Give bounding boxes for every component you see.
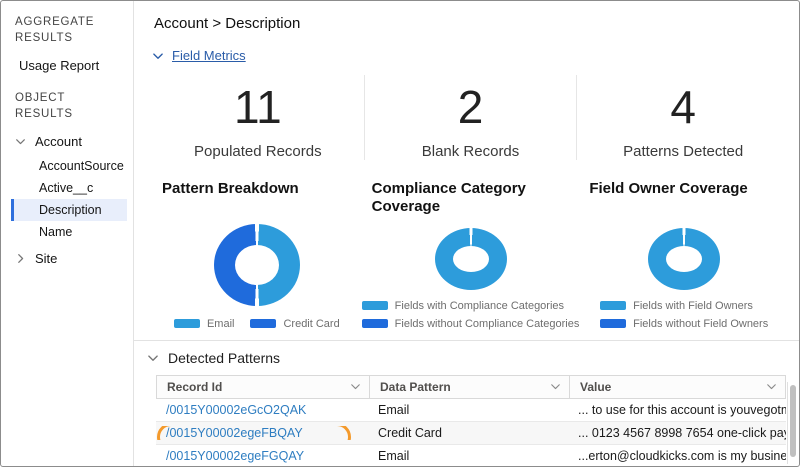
legend-swatch-dark-blue [361,319,388,329]
legend-label: Fields without Compliance Categories [394,317,580,330]
legend-item-without-compliance: Fields without Compliance Categories [361,317,580,330]
legend-swatch-light-blue [600,301,627,311]
cell-value: ...erton@cloudkicks.com is my business a… [578,448,786,463]
donut-chart-field-owner-coverage [648,227,721,290]
donut-chart-pattern-breakdown [213,223,300,306]
aggregate-results-header: AGGREGATE RESULTS [15,16,95,44]
column-label: Data Pattern [380,379,451,394]
chevron-down-icon[interactable] [550,381,561,392]
tree-node-account[interactable]: Account [15,134,127,149]
object-results-header: OBJECT RESULTS [15,92,73,120]
chart-legend: Fields with Field Owners Fields without … [600,300,768,330]
table-scrollbar-track[interactable] [787,382,797,464]
charts-row: Pattern Breakdown Email Credit Card Comp… [152,180,789,330]
tree-leaf-name[interactable]: Name [39,225,73,240]
chevron-down-icon[interactable] [350,381,361,392]
legend-label: Fields with Field Owners [633,299,753,312]
detected-patterns-label: Detected Patterns [168,349,281,366]
account-children: AccountSource Active__c Description Name [11,155,127,243]
cell-data-pattern: Email [378,402,410,417]
chart-legend: Email Credit Card [152,318,362,330]
metric-blank-records: 2 Blank Records [363,75,577,160]
metric-value: 4 [670,81,696,133]
legend-item-email: Email [173,317,235,330]
chart-title: Compliance Category Coverage [371,179,526,215]
chevron-down-icon [15,136,26,147]
metric-value: 2 [457,81,484,133]
table-row: /0015Y00002eGcO2QAK Email ... to use for… [156,399,786,422]
table-row: /0015Y00002egeFGQAY Email ...erton@cloud… [156,445,786,466]
chart-title: Pattern Breakdown [162,179,299,197]
sidebar: AGGREGATE RESULTS Usage Report OBJECT RE… [1,1,134,466]
tree-node-label: Account [35,134,82,150]
chart-compliance-coverage: Compliance Category Coverage Fields with… [361,179,580,330]
chevron-right-icon [15,253,26,264]
metric-populated-records: 11 Populated Records [152,75,364,160]
metric-patterns-detected: 4 Patterns Detected [576,75,789,160]
table-row-highlighted: /0015Y00002egeFBQAY Credit Card ... 0123… [156,421,786,445]
detected-patterns-table: Record Id Data Pattern Value [156,374,786,466]
tree-node-site[interactable]: Site [15,251,127,266]
chevron-down-icon[interactable] [766,381,777,392]
metric-label: Blank Records [421,142,520,160]
legend-swatch-dark-blue [600,319,627,329]
detected-patterns-toggle[interactable]: Detected Patterns [147,350,799,366]
legend-item-without-owners: Fields without Field Owners [600,318,768,330]
cell-value: ... to use for this account is youvegotm… [578,402,786,417]
field-metrics-toggle[interactable]: Field Metrics [152,48,799,63]
section-divider [134,339,799,341]
tree-leaf-description-selected[interactable]: Description [11,199,127,222]
column-header-value[interactable]: Value [569,375,785,398]
table-scrollbar-thumb[interactable] [790,385,796,457]
cell-data-pattern: Email [378,448,410,463]
cell-record-id: /0015Y00002egeFBQAY [156,425,368,440]
tree-node-label: Site [35,251,58,267]
metric-tiles: 11 Populated Records 2 Blank Records 4 P… [152,75,789,160]
field-metrics-link[interactable]: Field Metrics [172,48,246,63]
cell-record-id: /0015Y00002eGcO2QAK [156,403,368,417]
cell-data-pattern: Credit Card [378,425,442,440]
tree-leaf-active-c[interactable]: Active__c [39,181,94,196]
object-tree: Account AccountSource Active__c Descript… [11,134,127,266]
chart-pattern-breakdown: Pattern Breakdown Email Credit Card [152,180,362,330]
record-id-link[interactable]: /0015Y00002egeFGQAY [166,448,305,463]
legend-item-credit-card: Credit Card [250,317,340,330]
column-header-data-pattern[interactable]: Data Pattern [369,375,569,398]
legend-swatch-dark-blue [250,319,277,329]
chevron-down-icon [152,50,164,62]
legend-swatch-light-blue [173,319,200,329]
chart-legend: Fields with Compliance Categories Fields… [361,299,580,330]
donut-chart-compliance-coverage [434,227,507,290]
legend-label: Fields without Field Owners [633,317,769,330]
record-id-link[interactable]: /0015Y00002egeFBQAY [166,425,303,440]
column-label: Record Id [167,379,223,394]
sidebar-item-usage-report[interactable]: Usage Report [19,58,100,74]
table-header-row: Record Id Data Pattern Value [156,374,786,399]
legend-label: Credit Card [283,317,340,330]
legend-item-with-owners: Fields with Field Owners [600,300,753,312]
cell-record-id: /0015Y00002egeFGQAY [156,449,368,463]
legend-label: Fields with Compliance Categories [394,299,565,312]
cell-value: ... 0123 4567 8998 7654 one-click paymen… [578,425,786,440]
record-id-link[interactable]: /0015Y00002eGcO2QAK [166,402,307,417]
chart-field-owner-coverage: Field Owner Coverage Fields with Field O… [579,180,789,330]
breadcrumb: Account > Description [154,15,301,32]
column-header-record-id[interactable]: Record Id [157,376,369,398]
metric-label: Patterns Detected [623,142,744,160]
legend-swatch-light-blue [361,301,388,311]
chart-title: Field Owner Coverage [589,179,748,197]
main-panel: Account > Description Field Metrics 11 P… [134,1,799,466]
legend-label: Email [206,317,235,330]
metric-label: Populated Records [194,142,322,160]
metric-value: 11 [233,81,282,133]
column-label: Value [580,379,612,394]
legend-item-with-compliance: Fields with Compliance Categories [361,299,565,312]
chevron-down-icon [147,352,159,364]
tree-leaf-accountsource[interactable]: AccountSource [39,159,124,174]
